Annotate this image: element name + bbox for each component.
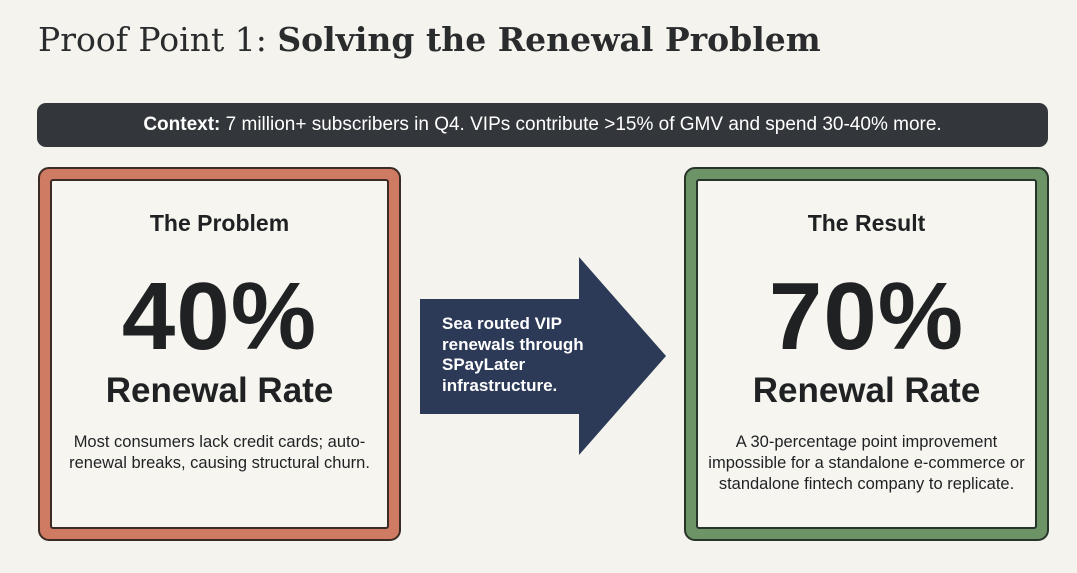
- result-heading: The Result: [807, 210, 926, 236]
- problem-description: Most consumers lack credit cards; auto-r…: [69, 433, 370, 472]
- process-arrow: Sea routed VIP renewals through SPayLate…: [420, 257, 666, 455]
- arrow-text: Sea routed VIP renewals through SPayLate…: [442, 314, 584, 395]
- problem-heading: The Problem: [149, 210, 290, 236]
- result-metric: Renewal Rate: [752, 371, 981, 410]
- problem-metric: Renewal Rate: [105, 371, 334, 410]
- page-title-prefix: Proof Point 1:: [38, 20, 278, 59]
- context-label: Context:: [143, 114, 221, 135]
- result-card-inner: The Result 70% Renewal Rate A 30-percent…: [696, 179, 1037, 529]
- context-text: 7 million+ subscribers in Q4. VIPs contr…: [220, 114, 942, 135]
- problem-card: The Problem 40% Renewal Rate Most consum…: [38, 167, 401, 541]
- page-title: Proof Point 1: Solving the Renewal Probl…: [38, 16, 821, 64]
- page-title-emphasis: Solving the Renewal Problem: [277, 20, 821, 59]
- arrow-shape-icon: [420, 257, 666, 455]
- result-description: A 30-percentage point improvement imposs…: [708, 433, 1025, 493]
- problem-value: 40%: [121, 263, 318, 370]
- problem-card-inner: The Problem 40% Renewal Rate Most consum…: [50, 179, 389, 529]
- result-card: The Result 70% Renewal Rate A 30-percent…: [684, 167, 1049, 541]
- result-value: 70%: [768, 263, 965, 370]
- context-bar: Context: 7 million+ subscribers in Q4. V…: [37, 103, 1048, 147]
